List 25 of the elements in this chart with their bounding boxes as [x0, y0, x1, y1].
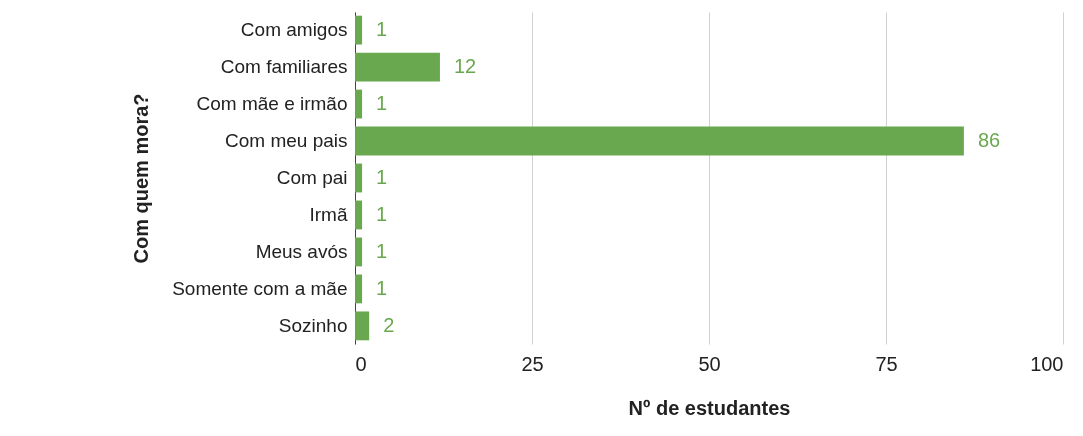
- data-label: 1: [376, 166, 388, 188]
- data-label: 1: [376, 239, 388, 262]
- y-tick-label: Com familiares: [220, 56, 348, 78]
- data-label: 1: [376, 92, 388, 115]
- y-tick-label: Com meu pais: [225, 130, 348, 152]
- data-label: 86: [977, 129, 1001, 152]
- x-axis-title: Nº de estudantes: [628, 396, 791, 419]
- data-label: 1: [376, 202, 388, 225]
- y-tick-label: Com pai: [276, 167, 348, 188]
- y-tick-label: Irmã: [309, 203, 348, 225]
- x-tick-label: 100: [1030, 352, 1064, 375]
- y-axis-title: Com quem mora?: [130, 93, 153, 264]
- y-tick-label: Com mãe e irmão: [196, 93, 348, 115]
- x-tick-label: 0: [355, 352, 367, 375]
- data-label: 12: [453, 55, 477, 78]
- y-tick-label: Sozinho: [278, 314, 348, 336]
- x-tick-label: 75: [875, 352, 898, 375]
- x-tick-label: 25: [521, 352, 544, 375]
- data-label: 1: [376, 18, 388, 41]
- y-tick-label: Somente com a mãe: [172, 277, 348, 299]
- y-tick-label: Meus avós: [255, 240, 348, 262]
- data-label: 1: [376, 276, 388, 299]
- data-label: 2: [383, 313, 395, 336]
- y-tick-label: Com amigos: [240, 19, 348, 41]
- x-tick-label: 50: [698, 352, 721, 375]
